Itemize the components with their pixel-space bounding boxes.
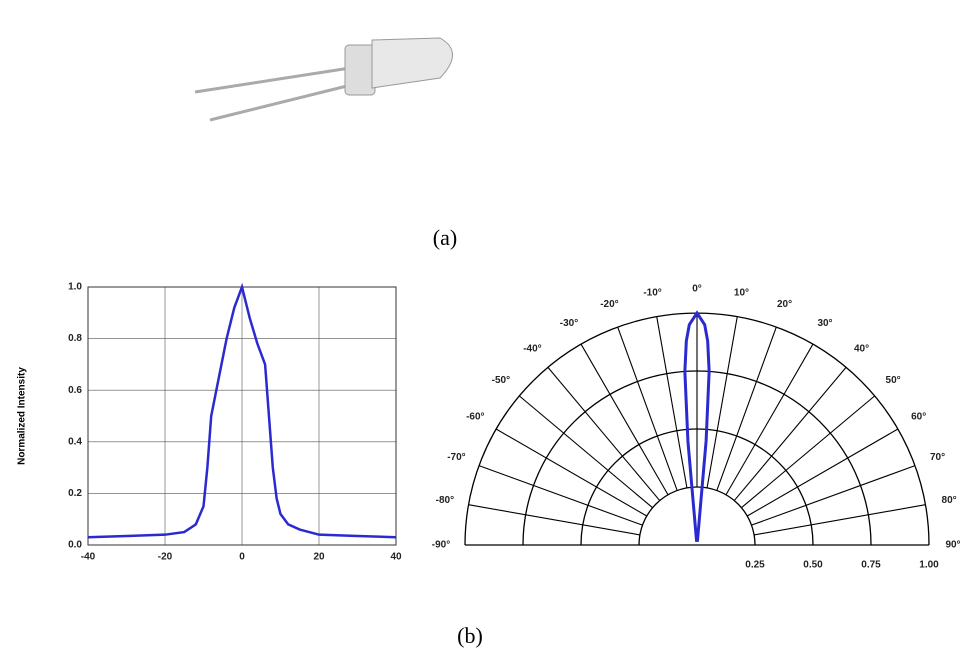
grid-arc [638,486,756,546]
theta-tick-label: -40° [523,344,541,355]
caption: (b) [457,623,483,648]
r-tick-label: 0.50 [803,560,823,571]
theta-tick-label: 50° [886,375,901,386]
spoke [746,428,899,517]
theta-tick-label: 30° [817,318,832,329]
data-line [87,282,397,539]
theta-tick-label: 90° [945,540,960,551]
spoke [741,395,876,509]
theta-tick-label: -30° [560,318,578,329]
theta-tick-label: 70° [930,452,945,463]
spoke [580,343,669,496]
theta-tick-label: -80° [436,495,454,506]
spoke [733,366,847,501]
spoke [547,366,661,501]
spoke [656,316,688,488]
led-photo [194,37,453,122]
y-tick-label: 0.6 [68,385,82,396]
spoke [478,465,643,526]
spoke [716,326,777,491]
y-tick-label: 0.0 [68,540,82,551]
theta-tick-label: -50° [492,375,510,386]
x-tick-label: 40 [390,552,402,563]
y-tick-label: 1.0 [68,282,82,293]
spoke [468,504,640,536]
spoke [725,343,814,496]
y-tick-label: 0.4 [68,436,82,447]
theta-tick-label: 80° [942,495,957,506]
x-tick-label: 0 [239,552,245,563]
theta-tick-label: -20° [600,299,618,310]
x-tick-label: -20 [158,552,173,563]
theta-tick-label: -70° [447,452,465,463]
theta-tick-label: 20° [777,299,792,310]
spoke [518,395,653,509]
spoke [754,504,926,536]
spoke [495,428,648,517]
r-tick-label: 0.75 [861,560,881,571]
x-tick-label: 20 [313,552,325,563]
r-tick-label: 1.00 [919,560,939,571]
spoke [751,465,916,526]
y-tick-label: 0.2 [68,488,82,499]
y-axis-label: Normalized Intensity [17,367,28,465]
radiation-lobe [683,310,711,542]
theta-tick-label: -90° [432,540,450,551]
theta-tick-label: 40° [854,344,869,355]
r-tick-label: 0.25 [745,560,765,571]
theta-tick-label: 60° [911,412,926,423]
spoke [706,316,738,488]
theta-tick-label: 0° [692,284,702,295]
theta-tick-label: -10° [643,288,661,299]
x-tick-label: -40 [81,552,96,563]
theta-tick-label: -60° [466,412,484,423]
caption: (a) [433,225,457,250]
spoke [617,326,678,491]
y-tick-label: 0.8 [68,333,82,344]
theta-tick-label: 10° [734,288,749,299]
